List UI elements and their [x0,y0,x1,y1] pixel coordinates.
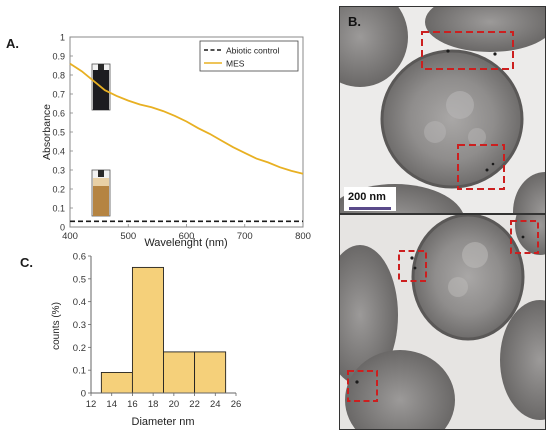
histogram-bar [131,266,164,394]
histogram-x-tick-label: 24 [210,399,221,410]
roi-box-top-1 [421,31,514,70]
histogram-x-tick-label: 26 [231,399,242,410]
histogram-x-tick-label: 20 [169,399,180,410]
x-tick-label: 400 [62,231,78,242]
histogram-y-axis-title: counts (%) [51,302,62,350]
tem-image-bottom [340,215,545,429]
absorbance-chart: 0 0.1 0.2 0.3 0.4 0.5 0.6 0.7 0.8 0.9 1 400 500 600 7… [41,33,311,250]
y-tick-label: 0.9 [52,52,65,62]
roi-box-bottom-3 [347,370,378,402]
x-tick-label: 500 [120,231,136,242]
histogram-bar [100,371,133,394]
y-tick-label: 0.3 [52,166,65,176]
x-tick-label: 600 [179,231,195,242]
y-tick-label: 0.4 [52,147,65,157]
roi-box-bottom-2 [510,220,539,254]
y-tick-label: 0.2 [52,185,65,195]
histogram-x-tick-label: 22 [189,399,200,410]
roi-box-bottom-1 [398,250,427,282]
y-tick-label: 0 [60,223,65,233]
series-line-mes [69,62,304,175]
vial-dark-photo [91,63,111,111]
histogram-y-tick-label: 0.6 [73,252,86,263]
y-tick-label: 1 [60,33,65,43]
y-tick-label: 0.5 [52,128,65,138]
histogram-y-tick-label: 0.3 [73,320,86,331]
y-axis-title: Absorbance [41,104,53,160]
histogram-x-axis-title: Diameter nm [132,416,195,428]
panel-label-b: B. [348,14,361,29]
legend-label-abiotic-control: Abiotic control [226,46,279,56]
histogram-bar [194,351,227,394]
histogram-bar [163,351,196,394]
legend-label-mes: MES [226,59,245,69]
scale-bar-label: 200 nm [348,191,386,203]
y-tick-label: 0.7 [52,90,65,100]
histogram-x-tick-label: 14 [106,399,117,410]
histogram-x-tick-label: 18 [148,399,159,410]
x-tick-label: 700 [237,231,253,242]
x-tick-label: 800 [295,231,311,242]
histogram-x-tick-label: 16 [127,399,138,410]
histogram-y-tick-label: 0.5 [73,274,86,285]
panel-label-a: A. [6,36,19,51]
y-tick-label: 0.6 [52,109,65,119]
diameter-histogram: 0 0.1 0.2 0.3 0.4 0.5 0.6 12 14 16 18 20 22 24 26 Dia… [51,252,242,429]
panel-label-c: C. [20,255,33,270]
histogram-x-tick-label: 12 [86,399,97,410]
tem-image-top [340,7,545,213]
x-axis-title: Wavelenght (nm) [144,237,227,249]
scale-bar [349,207,391,210]
roi-box-top-2 [457,144,505,190]
histogram-y-tick-label: 0.1 [73,366,86,377]
y-tick-label: 0.1 [52,204,65,214]
chart-legend: Abiotic control MES [199,40,299,72]
histogram-y-tick-label: 0.2 [73,343,86,354]
tem-micrograph-top: B. 200 nm [339,6,546,214]
histogram-y-tick-label: 0.4 [73,297,86,308]
vial-amber-photo [91,169,111,217]
histogram-y-tick-label: 0 [81,389,86,400]
y-tick-label: 0.8 [52,71,65,81]
tem-micrograph-bottom [339,214,546,430]
